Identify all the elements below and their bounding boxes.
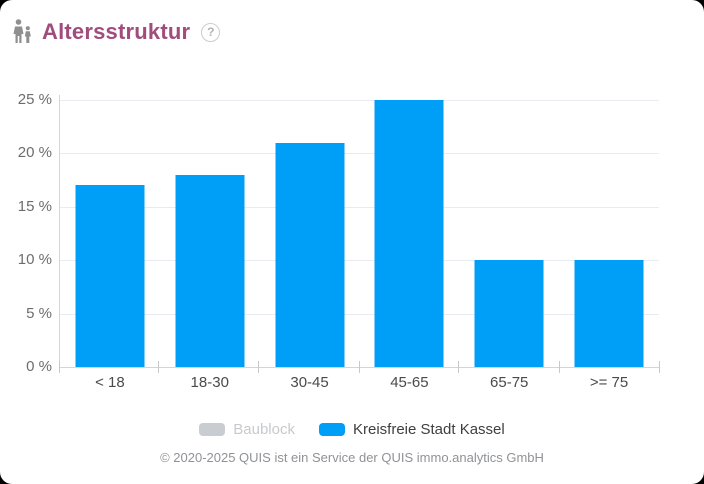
y-axis-labels: 0 % 5 % 10 % 15 % 20 % 25 %: [0, 0, 52, 400]
bar-slot: [160, 100, 260, 367]
bar-slot: [60, 100, 160, 367]
y-axis-label: 10 %: [17, 251, 52, 269]
axis-tick: [158, 361, 160, 373]
axis-tick: [558, 361, 560, 373]
plot-area: [60, 100, 659, 367]
bar-slot: [459, 100, 559, 367]
people-icon: [11, 19, 33, 45]
x-axis-label: 18-30: [190, 374, 229, 391]
bar-18-30[interactable]: [175, 174, 245, 367]
bar-slot: [359, 100, 459, 367]
bar-65-75[interactable]: [474, 260, 544, 367]
x-axis-label: 30-45: [290, 374, 329, 391]
legend-label: Kreisfreie Stadt Kassel: [352, 421, 505, 438]
legend-item-kreisfreie-stadt-kassel[interactable]: Kreisfreie Stadt Kassel: [318, 421, 505, 438]
x-axis-label: 45-65: [390, 374, 429, 391]
bar-slot: [260, 100, 360, 367]
x-axis-label: >= 75: [589, 374, 629, 391]
axis-tick: [458, 361, 460, 373]
bar-slot: [559, 100, 659, 367]
card-header: Altersstruktur ?: [11, 19, 221, 45]
gridline-5: [60, 313, 659, 315]
y-axis-label: 15 %: [17, 197, 52, 215]
bar-30-45[interactable]: [275, 142, 345, 367]
axis-tick: [658, 361, 660, 373]
y-axis-label: 0 %: [26, 358, 52, 375]
y-axis-line: [59, 95, 60, 368]
help-icon[interactable]: ?: [201, 22, 221, 42]
chart-legend: Baublock Kreisfreie Stadt Kassel: [0, 421, 704, 438]
bar-45-65[interactable]: [374, 100, 444, 367]
bar-series: [60, 100, 659, 367]
axis-tick: [258, 361, 260, 373]
x-axis-label: < 18: [95, 374, 125, 391]
legend-swatch: [199, 423, 226, 436]
x-axis-category-labels: < 18 18-30 30-45 45-65 65-75 >= 75: [60, 374, 659, 391]
gridline-25: [60, 100, 659, 101]
gridline-15: [60, 206, 659, 208]
x-axis-label: 65-75: [490, 374, 529, 391]
gridline-10: [60, 260, 659, 262]
legend-swatch: [318, 423, 345, 436]
y-axis-label: 25 %: [17, 91, 52, 108]
gridline-20: [60, 153, 659, 155]
axis-tick: [58, 361, 60, 373]
bar->=75[interactable]: [574, 260, 644, 367]
y-axis-label: 20 %: [17, 144, 52, 162]
page-title: Altersstruktur: [42, 19, 191, 44]
legend-item-baublock[interactable]: Baublock: [199, 421, 295, 438]
legend-label: Baublock: [233, 421, 295, 438]
y-axis-label: 5 %: [26, 304, 52, 322]
x-axis-ticks: [58, 361, 660, 373]
bar-<18[interactable]: [75, 185, 145, 367]
copyright-text: © 2020-2025 QUIS ist ein Service der QUI…: [160, 450, 544, 465]
axis-tick: [358, 361, 360, 373]
